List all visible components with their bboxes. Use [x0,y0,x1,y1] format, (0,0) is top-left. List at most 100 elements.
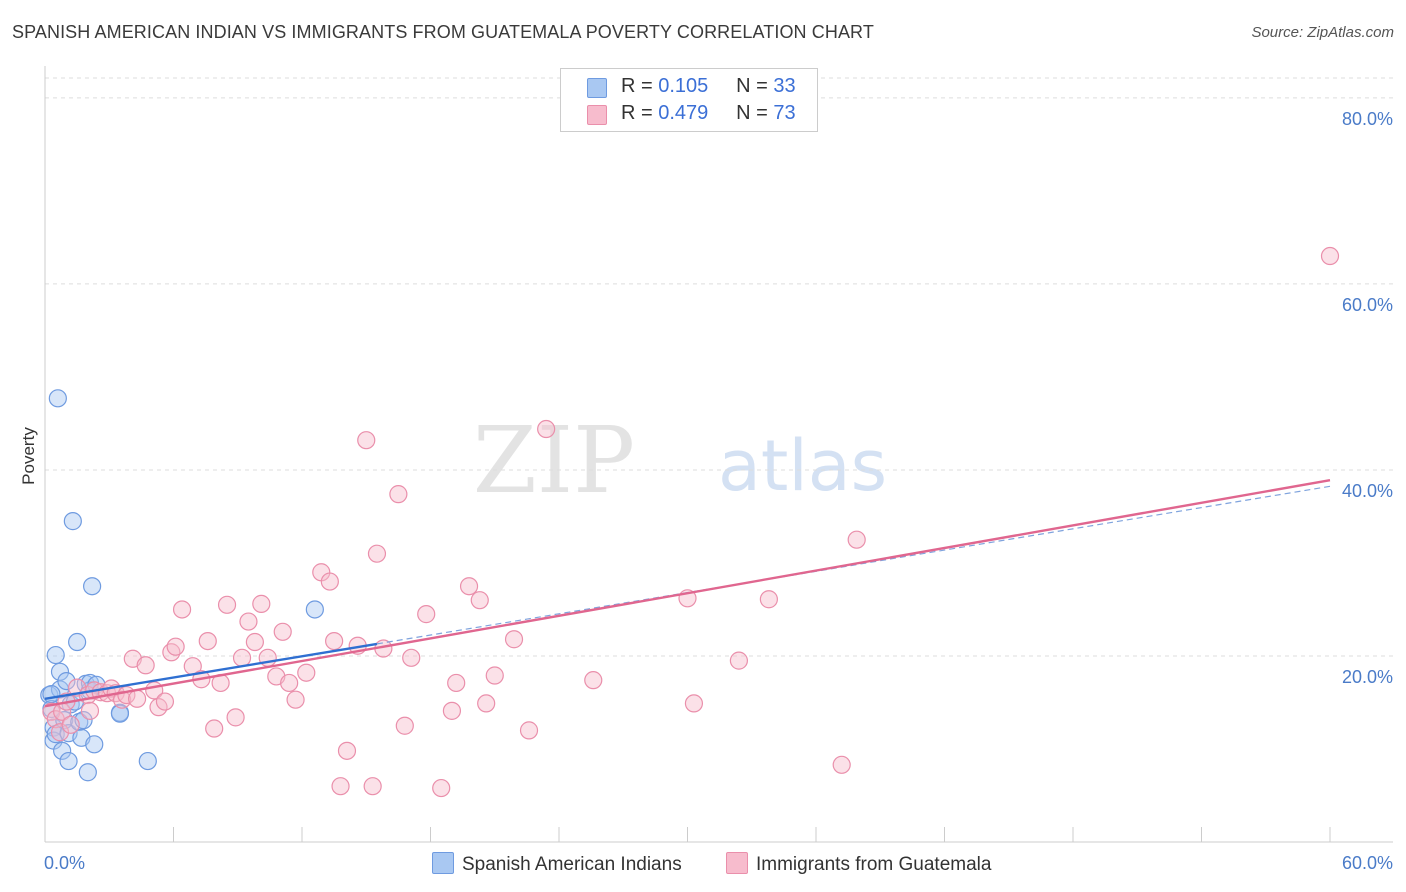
point-immigrants-from-guatemala [485,666,504,685]
point-immigrants-from-guatemala [80,701,100,720]
point-immigrants-from-guatemala [847,530,866,549]
point-immigrants-from-guatemala [447,673,466,693]
point-immigrants-from-guatemala [537,419,556,439]
legend-r-label: R = [621,102,653,124]
y-tick-label: 80.0% [1342,109,1393,129]
point-immigrants-from-guatemala [402,648,421,667]
point-immigrants-from-guatemala [684,694,704,713]
legend-n-label: N = [736,75,768,97]
point-immigrants-from-guatemala [395,716,414,735]
legend-n-label: N = [736,102,768,124]
point-immigrants-from-guatemala [320,572,339,591]
point-immigrants-from-guatemala [239,612,258,631]
point-immigrants-from-guatemala [417,605,436,624]
point-spanish-american-indians [85,735,104,754]
point-immigrants-from-guatemala [325,631,344,651]
series-label: Immigrants from Guatemala [756,854,992,875]
series-legend-immigrants-from-guatemala: Immigrants from Guatemala [726,852,991,876]
chart-title: SPANISH AMERICAN INDIAN VS IMMIGRANTS FR… [12,22,874,42]
point-immigrants-from-guatemala [331,777,350,796]
legend-swatch-blue [587,78,607,98]
point-spanish-american-indians [57,671,76,691]
point-immigrants-from-guatemala [432,778,451,798]
legend-r-value: 0.479 [658,102,709,124]
point-immigrants-from-guatemala [367,544,387,563]
point-immigrants-from-guatemala [297,663,316,682]
point-immigrants-from-guatemala [252,594,271,613]
point-immigrants-from-guatemala [286,690,305,709]
point-immigrants-from-guatemala [226,708,245,727]
axes [44,66,1393,843]
point-spanish-american-indians [83,577,102,596]
y-tick-label: 60.0% [1342,295,1393,315]
point-immigrants-from-guatemala [205,719,224,738]
point-spanish-american-indians [53,741,72,760]
point-immigrants-from-guatemala [519,721,539,740]
point-spanish-american-indians [63,512,82,531]
point-immigrants-from-guatemala [136,656,155,675]
point-spanish-american-indians [305,600,324,619]
point-spanish-american-indians [42,685,61,704]
point-immigrants-from-guatemala [584,671,603,690]
source-label: Source: ZipAtlas.com [1251,24,1394,41]
point-immigrants-from-guatemala [759,590,778,609]
point-immigrants-from-guatemala [217,595,237,614]
watermark: ZIP atlas [473,407,887,514]
watermark-atlas: atlas [718,425,887,507]
legend-n-value: 73 [773,102,796,124]
data-points [40,246,1340,798]
point-immigrants-from-guatemala [363,777,382,796]
trend-line-spanish-american-indians [44,642,378,700]
legend-swatch-pink [587,105,607,125]
point-spanish-american-indians [138,751,157,771]
point-immigrants-from-guatemala [280,673,299,693]
x-tick-label: 0.0% [44,853,85,873]
watermark-zip: ZIP [473,407,635,514]
legend-n-value: 33 [773,75,796,97]
point-immigrants-from-guatemala [357,431,376,450]
trend-line-immigrants-from-guatemala [44,479,1331,708]
point-immigrants-from-guatemala [61,715,80,734]
series-swatch-blue [432,852,454,874]
gridlines [45,77,1393,657]
point-immigrants-from-guatemala [166,637,185,656]
point-immigrants-from-guatemala [729,651,749,670]
trend-lines [44,479,1331,708]
y-tick-label: 40.0% [1342,481,1393,501]
point-immigrants-from-guatemala [389,485,408,504]
point-spanish-american-indians [68,632,87,652]
point-immigrants-from-guatemala [1320,246,1340,266]
point-immigrants-from-guatemala [127,689,147,708]
point-immigrants-from-guatemala [155,692,175,711]
point-immigrants-from-guatemala [477,694,496,713]
point-immigrants-from-guatemala [50,723,70,742]
series-label: Spanish American Indians [462,854,682,875]
point-immigrants-from-guatemala [172,600,192,619]
point-spanish-american-indians [78,763,97,782]
series-swatch-pink [726,852,748,874]
legend-r-label: R = [621,75,653,97]
point-immigrants-from-guatemala [832,755,851,774]
stats-legend: R = 0.105 N = 33 R = 0.479 N = 73 [560,68,818,132]
point-immigrants-from-guatemala [504,630,524,649]
point-spanish-american-indians [46,645,65,665]
y-tick-label: 20.0% [1342,667,1393,687]
point-spanish-american-indians [59,751,78,771]
y-axis-label: Poverty [19,427,38,485]
point-immigrants-from-guatemala [198,631,217,651]
point-immigrants-from-guatemala [442,701,462,720]
legend-r-value: 0.105 [658,75,709,97]
point-immigrants-from-guatemala [273,622,292,641]
tick-labels: 20.0% 40.0% 60.0% 80.0% 0.0% 60.0% [44,109,1393,873]
point-immigrants-from-guatemala [470,591,489,610]
point-immigrants-from-guatemala [245,632,264,652]
point-immigrants-from-guatemala [232,648,252,667]
point-immigrants-from-guatemala [459,577,479,596]
point-spanish-american-indians [110,704,130,723]
series-legend-spanish-american-indians: Spanish American Indians [432,852,682,876]
point-immigrants-from-guatemala [337,741,357,760]
point-spanish-american-indians [50,662,70,681]
point-spanish-american-indians [48,389,67,408]
x-tick-label: 60.0% [1342,853,1393,873]
